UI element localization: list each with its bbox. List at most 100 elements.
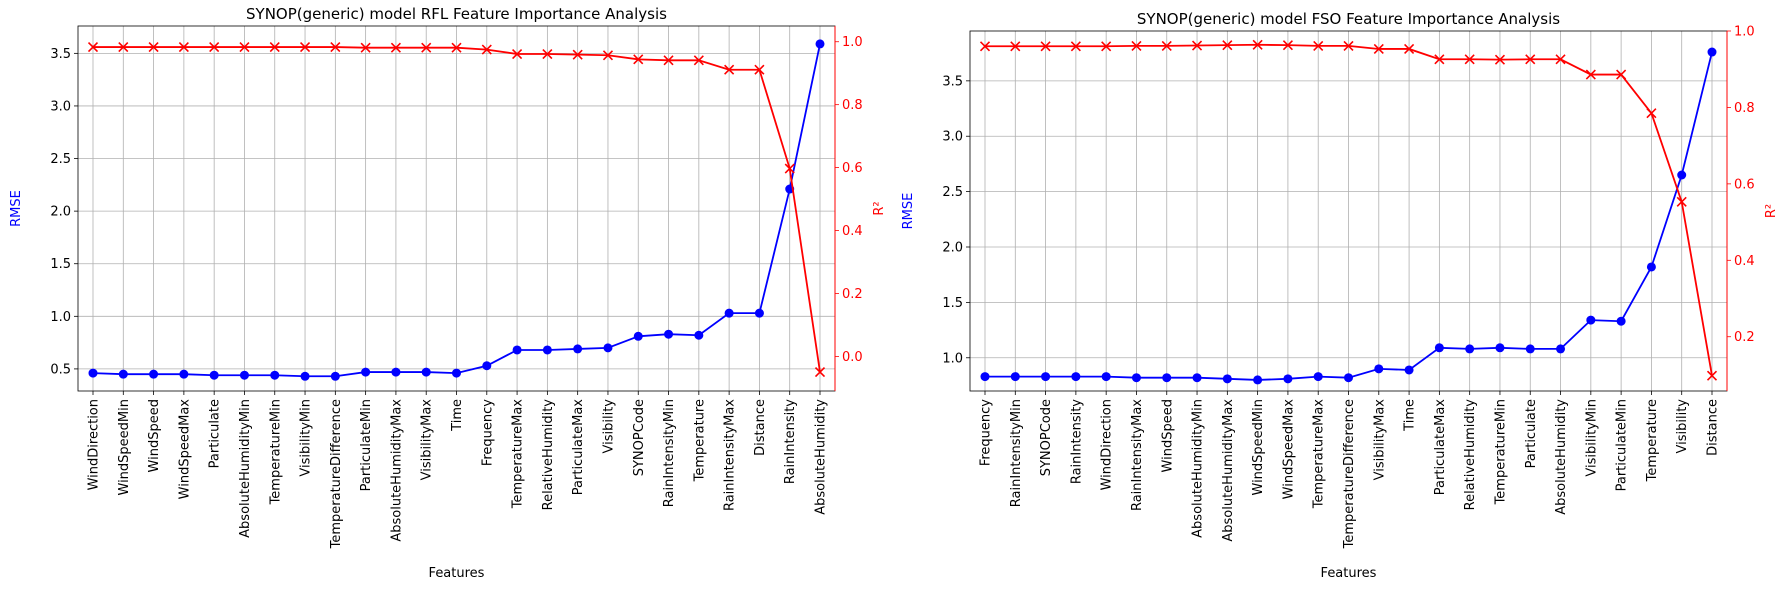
r2-point xyxy=(633,54,644,65)
r2-point xyxy=(390,42,401,53)
rmse-point xyxy=(1434,343,1444,353)
rmse-point xyxy=(421,367,431,377)
r2-point xyxy=(1646,108,1657,119)
rmse-point xyxy=(391,367,401,377)
r2-point xyxy=(178,42,189,53)
rmse-point xyxy=(754,308,764,318)
rmse-point xyxy=(603,343,613,353)
r2-point xyxy=(1191,40,1203,51)
x-tick-label: SYNOPCode xyxy=(1039,399,1054,476)
y2-tick-label: 0.6 xyxy=(842,161,863,176)
r2-point xyxy=(1373,43,1384,55)
r2-point xyxy=(451,42,462,53)
rmse-point xyxy=(300,371,310,381)
r2-point xyxy=(1585,69,1596,80)
rmse-point xyxy=(1162,373,1172,383)
rmse-point xyxy=(1465,344,1475,354)
x-tick-label: Visibility xyxy=(601,399,616,454)
r2-point xyxy=(1070,41,1081,52)
x-tick-label: RainIntensityMin xyxy=(662,399,677,507)
r2-point xyxy=(239,42,250,53)
x-tick-label: VisibilityMin xyxy=(1584,399,1599,477)
grid xyxy=(78,26,835,391)
rmse-point xyxy=(179,369,189,379)
r2-point xyxy=(754,64,765,75)
y-tick-label: 3.5 xyxy=(50,47,71,62)
r2-point xyxy=(299,42,311,53)
rmse-point xyxy=(512,345,522,355)
x-tick-label: VisibilityMax xyxy=(1372,399,1387,481)
x-tick-label: AbsoluteHumidity xyxy=(1554,399,1569,515)
x-tick-label: Particulate xyxy=(208,399,223,468)
x-tick-label: TemperatureDifference xyxy=(329,399,344,549)
rmse-point xyxy=(1525,344,1535,354)
y2-axis-label: R² xyxy=(872,201,887,215)
rmse-point xyxy=(1131,373,1141,383)
r2-point xyxy=(784,163,795,174)
r2-point xyxy=(1616,69,1627,80)
rmse-point xyxy=(209,370,219,380)
rmse-point xyxy=(1283,374,1293,384)
y2-tick-label: 0.2 xyxy=(842,287,863,302)
x-tick-label: ParticulateMax xyxy=(1433,399,1448,496)
r2-point xyxy=(1040,41,1051,52)
y2-tick-label: 0.4 xyxy=(842,224,863,239)
y2-axis-label: R² xyxy=(1764,204,1779,218)
r2-point xyxy=(1222,40,1233,51)
r2-point xyxy=(1313,40,1324,51)
x-tick-label: Time xyxy=(1403,399,1418,432)
grid xyxy=(970,31,1727,391)
y-tick-label: 2.0 xyxy=(50,205,71,220)
r2-point xyxy=(814,367,826,378)
x-tick-label: Particulate xyxy=(1524,399,1539,468)
y-tick-label: 3.0 xyxy=(942,130,963,145)
r2-point xyxy=(1010,41,1021,52)
x-tick-label: Temperature xyxy=(692,399,707,482)
r2-point xyxy=(1706,370,1718,381)
x-tick-label: WindSpeedMax xyxy=(1281,399,1296,500)
rmse-series xyxy=(980,47,1717,385)
x-tick-label: TemperatureDifference xyxy=(1342,399,1357,549)
x-tick-label: AbsoluteHumidityMax xyxy=(389,399,404,542)
r2-point xyxy=(512,48,523,60)
rmse-point xyxy=(1556,344,1566,354)
rmse-point xyxy=(1071,372,1081,382)
r2-point xyxy=(572,49,583,60)
rmse-point xyxy=(239,370,249,380)
r2-point xyxy=(1161,40,1172,51)
x-tick-label: ParticulateMin xyxy=(359,399,374,491)
x-tick-label: Time xyxy=(450,399,465,432)
r2-point xyxy=(979,41,991,52)
y-tick-label: 2.5 xyxy=(942,185,963,200)
r2-point xyxy=(542,48,553,60)
y2-tick-label: 1.0 xyxy=(1734,25,1755,40)
rmse-point xyxy=(1616,316,1626,326)
x-tick-label: RainIntensity xyxy=(1069,399,1084,484)
rmse-point xyxy=(664,329,674,339)
r2-point xyxy=(1131,40,1142,51)
rmse-point xyxy=(482,361,492,371)
y-axis-label: RMSE xyxy=(901,193,916,230)
x-tick-label: WindDirection xyxy=(87,399,102,490)
r2-point xyxy=(1434,54,1445,65)
r2-point xyxy=(1525,54,1536,65)
rmse-point xyxy=(118,369,128,379)
rmse-point xyxy=(1586,315,1596,325)
y-tick-label: 1.0 xyxy=(942,351,963,366)
r2-point xyxy=(1282,40,1293,51)
x-tick-label: WindSpeed xyxy=(1160,399,1175,472)
x-tick-label: RelativeHumidity xyxy=(541,399,556,511)
r2-point xyxy=(1101,41,1112,52)
r2-point xyxy=(602,50,614,61)
rmse-point xyxy=(1344,373,1353,383)
rmse-series xyxy=(88,39,825,381)
r2-point xyxy=(269,42,280,53)
x-tick-label: ParticulateMax xyxy=(571,399,586,496)
x-tick-label: RainIntensityMax xyxy=(1130,399,1145,511)
x-tick-label: WindSpeed xyxy=(147,399,162,472)
r2-point xyxy=(663,55,674,66)
x-tick-label: AbsoluteHumidityMin xyxy=(1191,399,1206,538)
r2-point xyxy=(87,42,99,53)
rmse-point xyxy=(633,331,643,341)
rmse-point xyxy=(694,330,704,340)
